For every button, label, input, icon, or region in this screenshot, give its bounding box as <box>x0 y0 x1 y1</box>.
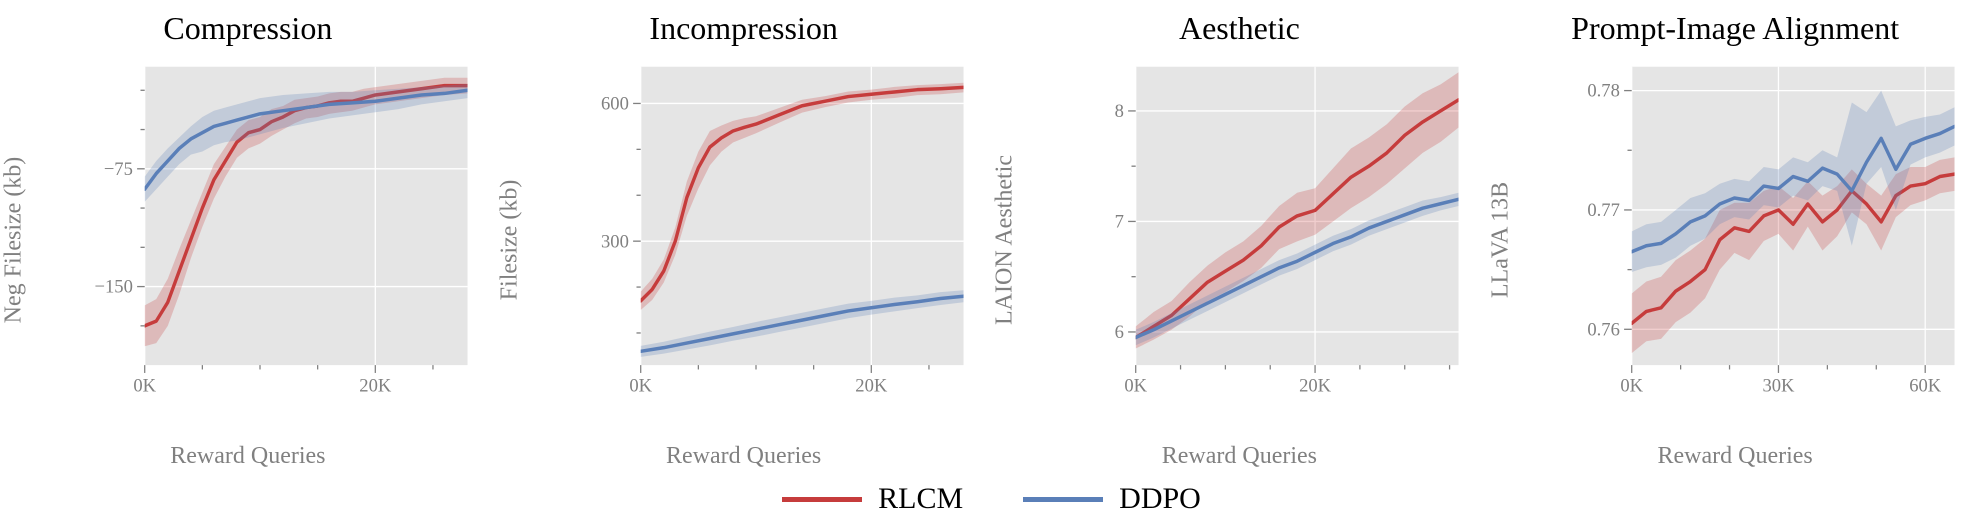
plot-area: 0K 20K −150 −75 <box>94 58 476 400</box>
x-axis-label: Reward Queries <box>504 443 984 470</box>
legend-item-RLCM: RLCM <box>782 482 963 516</box>
y-tick-label: 8 <box>1115 101 1124 122</box>
x-axis-label: Reward Queries <box>999 443 1479 470</box>
x-tick-label: 0K <box>1620 375 1643 396</box>
y-tick-label: −150 <box>94 276 132 297</box>
y-tick-label: 7 <box>1115 211 1124 232</box>
x-tick-label: 60K <box>1909 375 1941 396</box>
legend-label: RLCM <box>878 482 963 516</box>
panel-title: Compression <box>8 10 488 47</box>
y-tick-label: 6 <box>1115 322 1124 343</box>
x-axis-label: Reward Queries <box>8 443 488 470</box>
plot-area: 0K 30K 60K 0.76 0.77 0.78 <box>1581 58 1963 400</box>
panel-title: Incompression <box>504 10 984 47</box>
panel-incompression: IncompressionFilesize (kb)Reward Queries… <box>504 10 984 470</box>
x-tick-label: 20K <box>359 375 391 396</box>
y-axis-label: LLaVA 13B <box>1488 182 1515 298</box>
x-tick-label: 0K <box>1125 375 1148 396</box>
y-axis-label: Filesize (kb) <box>496 180 523 301</box>
x-tick-label: 0K <box>629 375 652 396</box>
y-tick-label: 600 <box>601 93 629 114</box>
x-tick-label: 0K <box>133 375 156 396</box>
figure-root: Compression Neg Filesize (kb) Reward Queri… <box>0 0 1983 525</box>
y-axis-label: LAION Aesthetic <box>992 155 1019 325</box>
legend-label: DDPO <box>1119 482 1201 516</box>
y-tick-label: −75 <box>104 159 133 180</box>
y-tick-label: 300 <box>601 231 629 252</box>
legend-swatch <box>782 497 862 502</box>
legend-swatch <box>1023 497 1103 502</box>
y-axis-label: Neg Filesize (kb) <box>0 157 27 324</box>
panels-row: Compression Neg Filesize (kb) Reward Queri… <box>0 10 1983 470</box>
panel-alignment: Prompt-Image AlignmentLLaVA 13BReward Qu… <box>1495 10 1975 470</box>
panel-title: Prompt-Image Alignment <box>1495 10 1975 47</box>
x-tick-label: 20K <box>855 375 887 396</box>
y-tick-label: 0.78 <box>1587 80 1620 101</box>
legend-item-DDPO: DDPO <box>1023 482 1201 516</box>
x-tick-label: 30K <box>1763 375 1795 396</box>
legend: RLCM DDPO <box>0 479 1983 519</box>
y-tick-label: 0.77 <box>1587 200 1620 221</box>
x-axis-label: Reward Queries <box>1495 443 1975 470</box>
x-tick-label: 20K <box>1299 375 1331 396</box>
plot-area: 0K 20K 300 600 <box>590 58 972 400</box>
y-tick-label: 0.76 <box>1587 319 1620 340</box>
panel-title: Aesthetic <box>999 10 1479 47</box>
plot-area: 0K 20K 6 7 8 <box>1085 58 1467 400</box>
panel-aesthetic: AestheticLAION AestheticReward Queries0K… <box>999 10 1479 470</box>
panel-compression: CompressionNeg Filesize (kb)Reward Queri… <box>8 10 488 470</box>
